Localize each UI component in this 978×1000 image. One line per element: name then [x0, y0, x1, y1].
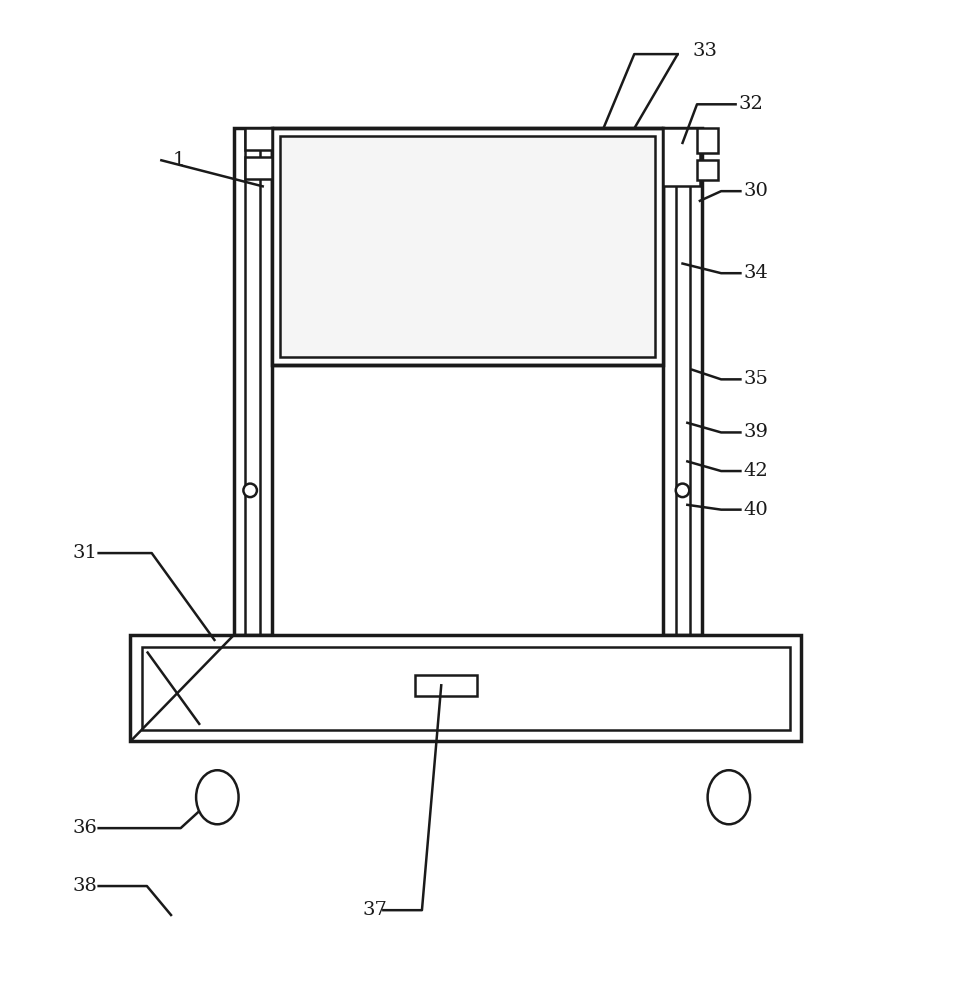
Text: 38: 38 — [72, 877, 98, 895]
Text: 36: 36 — [72, 819, 98, 837]
Ellipse shape — [196, 770, 239, 824]
Bar — [245, 128, 272, 150]
Text: 31: 31 — [72, 544, 98, 562]
Bar — [234, 128, 272, 635]
Ellipse shape — [707, 770, 749, 824]
Text: 37: 37 — [362, 901, 386, 919]
Bar — [142, 647, 789, 730]
Bar — [415, 675, 477, 696]
Bar — [245, 157, 272, 179]
Bar — [662, 128, 689, 150]
Text: 32: 32 — [737, 95, 763, 113]
Circle shape — [675, 484, 689, 497]
Bar — [662, 128, 699, 186]
Text: 33: 33 — [691, 42, 717, 60]
Text: 42: 42 — [742, 462, 768, 480]
Bar — [272, 128, 662, 365]
Bar — [280, 136, 655, 357]
Bar — [696, 128, 718, 153]
Text: 35: 35 — [742, 370, 768, 388]
Bar — [130, 635, 800, 741]
Text: 30: 30 — [742, 182, 768, 200]
Text: 34: 34 — [742, 264, 768, 282]
Text: 1: 1 — [173, 151, 185, 169]
Bar — [662, 157, 689, 179]
Bar — [696, 160, 718, 180]
Text: 39: 39 — [742, 423, 768, 441]
Circle shape — [244, 484, 256, 497]
Bar — [662, 128, 701, 635]
Text: 40: 40 — [742, 501, 768, 519]
